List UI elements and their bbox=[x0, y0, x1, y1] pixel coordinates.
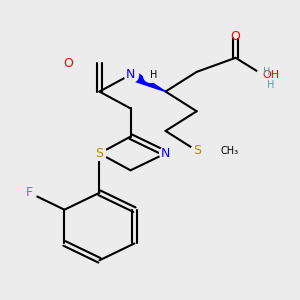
Text: S: S bbox=[95, 147, 104, 160]
Text: F: F bbox=[26, 186, 33, 199]
Text: O: O bbox=[231, 30, 241, 43]
Text: H: H bbox=[263, 67, 270, 77]
Text: O: O bbox=[63, 57, 73, 70]
Text: N: N bbox=[126, 68, 135, 81]
Text: CH₃: CH₃ bbox=[220, 146, 238, 156]
Text: H: H bbox=[150, 70, 158, 80]
Text: H: H bbox=[267, 80, 274, 90]
Polygon shape bbox=[128, 70, 166, 92]
Text: OH: OH bbox=[263, 70, 280, 80]
Text: S: S bbox=[193, 144, 201, 157]
Text: N: N bbox=[161, 147, 170, 160]
